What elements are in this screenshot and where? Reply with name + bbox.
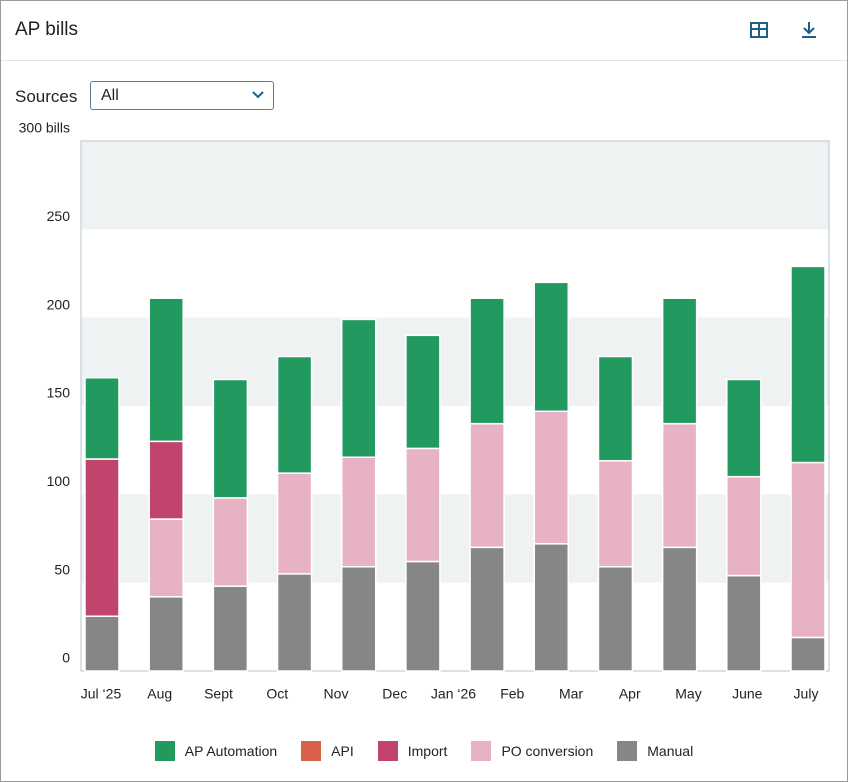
bar-segment: [469, 297, 505, 425]
bar-segment: [148, 297, 184, 443]
y-tick-label: 200: [47, 296, 71, 312]
bar-segment: [726, 475, 762, 577]
bar-segment: [148, 596, 184, 672]
legend-label: Manual: [647, 743, 694, 759]
y-tick-label: 300 bills: [19, 120, 70, 136]
bar-segment: [276, 472, 313, 575]
legend-item: AP Automation: [154, 741, 278, 761]
bar-segment: [661, 297, 698, 425]
y-tick-label: 50: [54, 561, 70, 577]
y-tick-label: 0: [62, 650, 70, 666]
bar-segment: [148, 518, 184, 598]
bar-segment: [84, 615, 120, 672]
bar-segment: [148, 440, 184, 520]
bar-segment: [212, 497, 249, 587]
legend-label: Import: [407, 743, 448, 759]
legend-swatch: [471, 741, 492, 761]
bar-segment: [597, 460, 634, 568]
sources-select[interactable]: All: [90, 81, 274, 110]
divider: [1, 60, 847, 61]
bar-segment: [726, 378, 762, 478]
bar-segment: [405, 334, 441, 450]
x-tick-label: Oct: [266, 686, 288, 702]
y-tick-label: 250: [47, 208, 71, 224]
bar-segment: [533, 410, 570, 545]
y-tick-label: 100: [47, 473, 71, 489]
bar-segment: [469, 422, 505, 549]
bar-segment: [790, 636, 826, 672]
legend-swatch: [377, 741, 398, 761]
bar-segment: [790, 265, 826, 464]
grid-band: [81, 317, 829, 406]
grid-band: [81, 494, 829, 583]
y-tick-label: 150: [47, 385, 71, 401]
x-tick-label: July: [794, 686, 819, 702]
legend-item: Manual: [617, 741, 693, 761]
bar-segment: [84, 458, 120, 617]
widget-title: AP bills: [15, 19, 79, 40]
chart: 0 50 100 150 200 250 300 bills Jul ‘25 Aug Sept Oc…: [19, 120, 830, 702]
x-tick-label: Feb: [500, 686, 524, 702]
bar-segment: [597, 355, 634, 462]
filter-label: Sources: [15, 87, 78, 106]
bar-segment: [212, 585, 249, 672]
x-tick-label: Apr: [619, 686, 641, 702]
bar-segment: [790, 461, 826, 639]
x-tick-label: Dec: [382, 686, 407, 702]
legend-item: PO conversion: [471, 741, 593, 761]
bar-segment: [84, 376, 120, 460]
grid-band: [81, 141, 829, 230]
chevron: [252, 91, 264, 99]
download-icon[interactable]: [798, 19, 820, 41]
bar-segment: [533, 281, 570, 413]
table-icon[interactable]: [748, 19, 770, 41]
legend-label: AP Automation: [184, 743, 278, 759]
bar-segment: [533, 543, 570, 672]
legend-label: API: [331, 743, 354, 759]
bar-segment: [661, 422, 698, 549]
bar-segment: [276, 573, 313, 672]
plot-frame: [80, 140, 830, 672]
x-tick-label: Sept: [204, 686, 233, 702]
select-value: All: [101, 87, 119, 104]
legend-label: PO conversion: [501, 743, 594, 759]
legend-swatch: [301, 741, 322, 761]
bar-segment: [405, 447, 441, 563]
legend-item: API: [301, 741, 354, 761]
x-tick-label: Jan ‘26: [431, 686, 476, 702]
x-tick-label: June: [732, 686, 763, 702]
bar-segment: [661, 546, 698, 672]
x-tick-label: Nov: [324, 686, 349, 702]
bar-segment: [340, 566, 377, 672]
legend-swatch: [617, 741, 638, 761]
x-tick-label: Mar: [559, 686, 583, 702]
bar-segment: [726, 574, 762, 672]
legend-item: Import: [377, 741, 448, 761]
bar-segment: [469, 546, 505, 672]
bar-segment: [405, 560, 441, 672]
bar-segment: [340, 456, 377, 568]
legend: AP Automation API Import PO conversion Manua…: [1, 741, 847, 761]
x-tick-label: May: [675, 686, 701, 702]
x-tick-label: Jul ‘25: [81, 686, 122, 702]
bar-segment: [597, 566, 634, 672]
bar-segment: [212, 378, 249, 499]
bar-segment: [276, 355, 313, 474]
bar-segment: [340, 318, 377, 458]
legend-swatch: [154, 741, 175, 761]
x-tick-label: Aug: [147, 686, 172, 702]
